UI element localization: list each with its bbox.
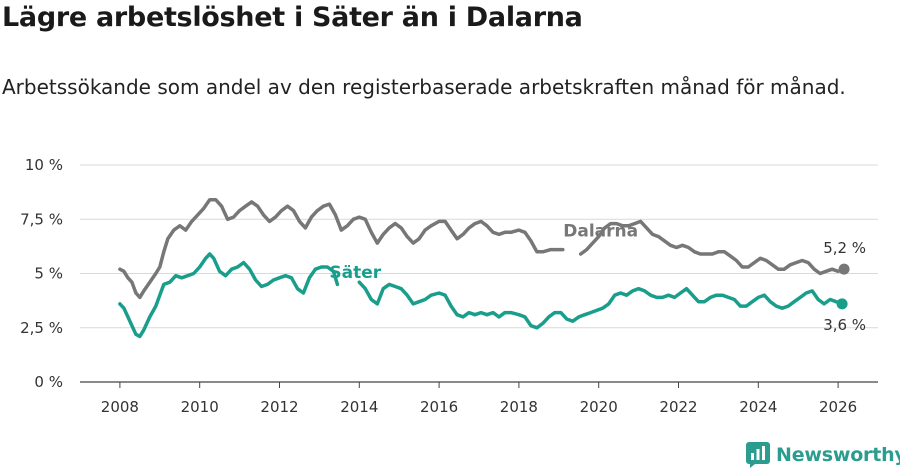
x-tick-label: 2024 (739, 398, 777, 416)
chart-subtitle: Arbetssökande som andel av den registerb… (2, 75, 846, 99)
y-tick-label: 0 % (34, 373, 63, 391)
series-line-säter (118, 252, 340, 339)
brand-logo[interactable]: Newsworthy (746, 442, 900, 468)
x-tick-label: 2014 (340, 398, 378, 416)
x-tick-label: 2018 (500, 398, 538, 416)
x-tick-label: 2016 (420, 398, 458, 416)
chart-title: Lägre arbetslöshet i Säter än i Dalarna (2, 2, 583, 33)
x-tick-label: 2020 (580, 398, 618, 416)
series-end-dot (838, 263, 850, 275)
newsworthy-logo-icon (746, 442, 770, 468)
end-value-label-dalarna: 5,2 % (823, 239, 866, 257)
y-tick-label: 10 % (25, 156, 63, 174)
y-tick-label: 7,5 % (20, 210, 63, 228)
y-tick-label: 5 % (34, 265, 63, 283)
series-label-sater: Säter (329, 263, 381, 283)
x-tick-label: 2012 (260, 398, 298, 416)
x-tick-label: 2022 (659, 398, 697, 416)
y-tick-label: 2,5 % (20, 319, 63, 337)
x-tick-label: 2010 (181, 398, 219, 416)
x-tick-label: 2026 (819, 398, 857, 416)
brand-name: Newsworthy (776, 444, 900, 466)
series-line-dalarna (578, 219, 846, 276)
series-line-säter (357, 280, 844, 330)
series-label-dalarna: Dalarna (563, 222, 638, 242)
end-value-label-sater: 3,6 % (823, 316, 866, 334)
series-line-dalarna (118, 197, 565, 300)
series-end-dot (836, 298, 848, 310)
x-tick-label: 2008 (101, 398, 139, 416)
